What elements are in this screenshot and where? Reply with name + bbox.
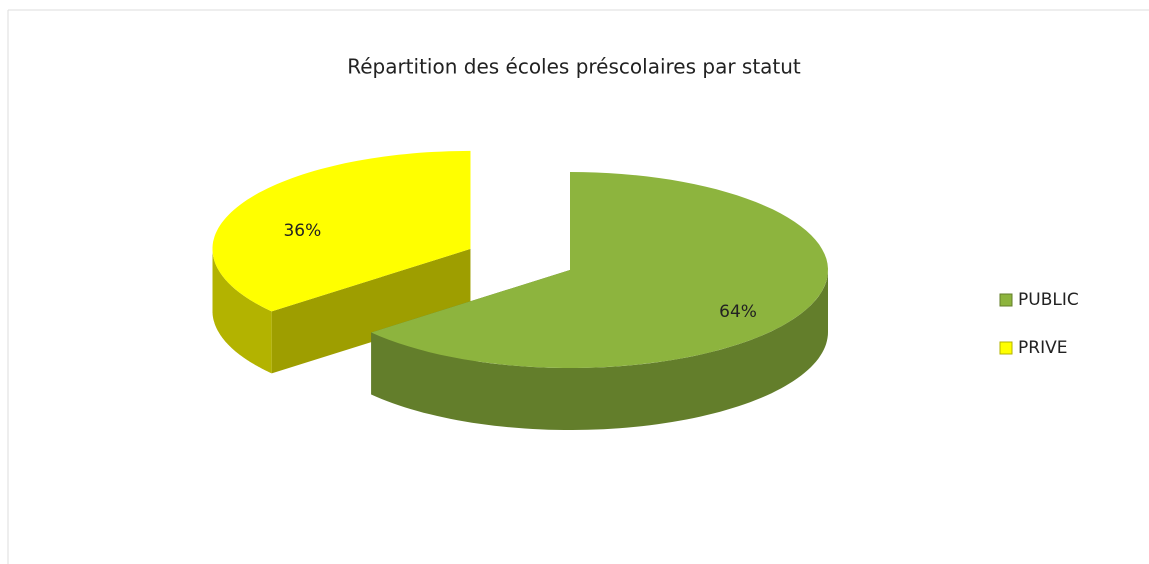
data-label: 64% <box>719 302 757 322</box>
slice-side <box>371 270 828 430</box>
legend-label: PRIVE <box>1018 338 1067 358</box>
legend-label: PUBLIC <box>1018 290 1079 310</box>
legend-swatch <box>999 293 1013 307</box>
slice <box>371 172 828 368</box>
slice-side <box>271 248 471 374</box>
legend-swatch <box>999 341 1013 355</box>
slice <box>212 150 471 312</box>
slice-side <box>212 248 272 374</box>
chart-title: Répartition des écoles préscolaires par … <box>347 55 801 79</box>
data-label: 36% <box>283 221 321 241</box>
